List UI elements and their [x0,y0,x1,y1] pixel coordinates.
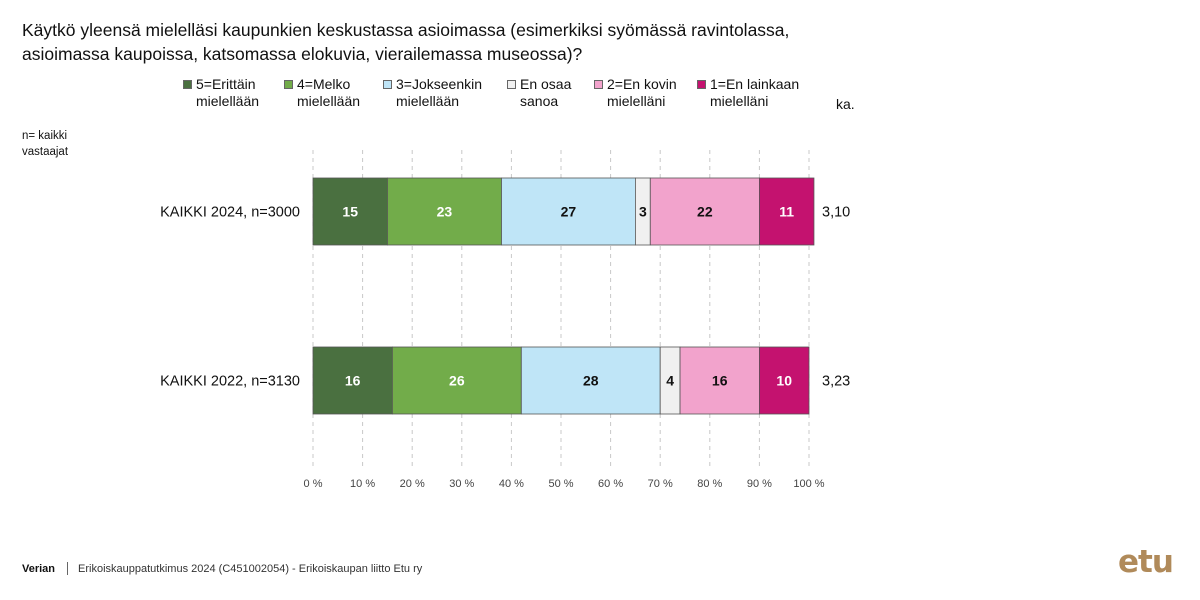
legend-swatch [507,80,516,89]
legend-swatch [594,80,603,89]
bar-segment [759,177,815,246]
category-label: KAIKKI 2024, n=3000 [160,205,300,221]
legend: 5=Erittäin mielellään 4=Melko mielellään 3… [0,76,1200,116]
data-label: 27 [561,204,577,220]
x-tick-label: 70 % [648,478,673,490]
x-tick-label: 80 % [697,478,722,490]
x-tick-label: 40 % [499,478,524,490]
footer-divider [67,562,69,575]
bar-segment [312,177,388,246]
legend-swatch [183,80,192,89]
bar-segment [520,346,661,415]
x-tick-label: 90 % [747,478,772,490]
x-tick-label: 10 % [350,478,375,490]
legend-swatch [697,80,706,89]
legend-label: 4=Melko mielellään [297,76,361,109]
chart-title: Käytkö yleensä mielelläsi kaupunkien kes… [22,20,790,64]
legend-item: 4=Melko mielellään [284,76,360,110]
legend-item: 3=Jokseenkin mielellään [383,76,482,110]
footer: Verian Erikoiskauppatutkimus 2024 (C4510… [22,562,422,575]
average-value: 3,23 [822,374,850,390]
data-label: 26 [449,373,465,389]
average-column-header: ka. [836,96,855,112]
category-label: KAIKKI 2022, n=3130 [160,374,300,390]
data-label: 15 [342,204,358,220]
x-tick-label: 0 % [304,478,323,490]
bar-segment [649,177,760,246]
legend-label: 5=Erittäin mielellään [196,76,260,109]
legend-label: 2=En kovin mielelläni [607,76,677,109]
footer-source: Erikoiskauppatutkimus 2024 (C451002054) … [78,562,423,575]
etu-logo: etu [1118,544,1174,580]
legend-item: 1=En lainkaan mielelläni [697,76,799,110]
legend-swatch [383,80,392,89]
legend-label: 3=Jokseenkin mielellään [396,76,483,109]
x-tick-label: 30 % [449,478,474,490]
bar-segment [501,177,636,246]
legend-swatch [284,80,293,89]
x-tick-label: 20 % [400,478,425,490]
data-label: 4 [666,373,674,389]
footer-brand: Verian [22,562,56,575]
data-label: 10 [776,373,792,389]
legend-item: 5=Erittäin mielellään [183,76,259,110]
x-tick-label: 60 % [598,478,623,490]
bar-segment [679,346,760,415]
bar-segment [312,346,393,415]
legend-label: En osaa sanoa [520,76,572,109]
legend-item: En osaa sanoa [507,76,571,110]
data-label: 11 [779,204,794,220]
x-tick-label: 50 % [548,478,573,490]
data-label: 28 [583,373,599,389]
respondents-note: n= kaikki vastaajat [22,130,69,158]
legend-label: 1=En lainkaan mielelläni [710,76,800,109]
bar-segment [759,346,810,415]
data-label: 22 [697,204,713,220]
data-label: 3 [639,204,647,220]
bar-segment [391,346,522,415]
data-label: 16 [345,373,361,389]
bar-segment [386,177,502,246]
x-tick-label: 100 % [793,478,824,490]
data-label: 16 [712,373,728,389]
average-value: 3,10 [822,205,850,221]
legend-item: 2=En kovin mielelläni [594,76,677,110]
data-label: 23 [437,204,453,220]
